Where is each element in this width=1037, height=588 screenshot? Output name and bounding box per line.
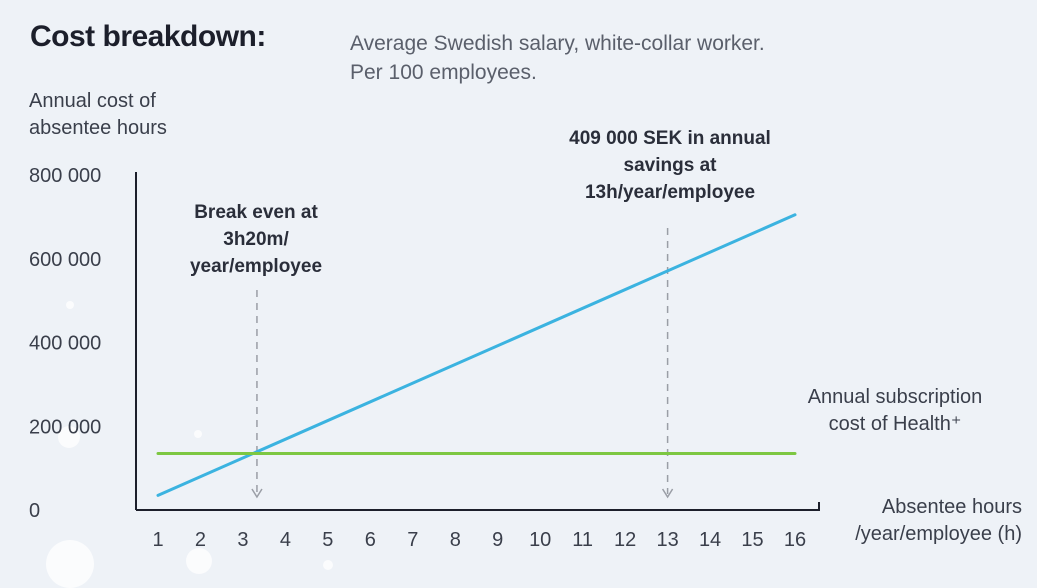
x-tick-label: 6 [365, 529, 376, 551]
x-tick-label: 12 [614, 529, 636, 551]
x-tick-label: 8 [450, 529, 461, 551]
x-tick-label: 16 [784, 529, 806, 551]
y-tick-label: 400 000 [29, 333, 101, 355]
decorative-bubble [323, 560, 333, 570]
x-tick-label: 4 [280, 529, 291, 551]
decorative-bubble [58, 426, 80, 448]
y-axis-label: Annual cost of absentee hours [29, 90, 167, 139]
annotation-arrowhead [661, 488, 674, 499]
x-tick-label: 11 [572, 529, 593, 551]
savings-annotation: 409 000 SEK in annual savings at 13h/yea… [569, 128, 771, 203]
x-tick-label: 5 [322, 529, 333, 551]
x-tick-label: 10 [529, 529, 551, 551]
break-even-annotation: Break even at 3h20m/ year/employee [189, 202, 323, 277]
y-tick-label: 600 000 [29, 249, 101, 271]
annotation-arrowhead [251, 488, 263, 499]
y-tick-label: 0 [29, 500, 40, 522]
x-tick-label: 13 [656, 529, 678, 551]
x-tick-label: 15 [741, 529, 763, 551]
x-tick-label: 9 [492, 529, 503, 551]
x-axis-label: Absentee hours /year/employee (h) [855, 496, 1022, 545]
decorative-bubble [194, 430, 202, 438]
absentee-cost-line [156, 213, 797, 497]
subscription-series-label: Annual subscription cost of Health⁺ [807, 386, 983, 435]
x-tick-label: 7 [407, 529, 418, 551]
chart-title: Cost breakdown: [30, 20, 266, 53]
x-tick-label: 1 [152, 529, 163, 551]
x-tick-label: 3 [237, 529, 248, 551]
y-tick-label: 800 000 [29, 165, 101, 187]
x-tick-label: 2 [195, 529, 206, 551]
y-tick-label: 200 000 [29, 416, 101, 438]
decorative-bubble [66, 301, 74, 309]
chart-subtitle: Average Swedish salary, white-collar wor… [350, 32, 765, 84]
decorative-bubble [186, 548, 212, 574]
x-tick-label: 14 [699, 529, 721, 551]
